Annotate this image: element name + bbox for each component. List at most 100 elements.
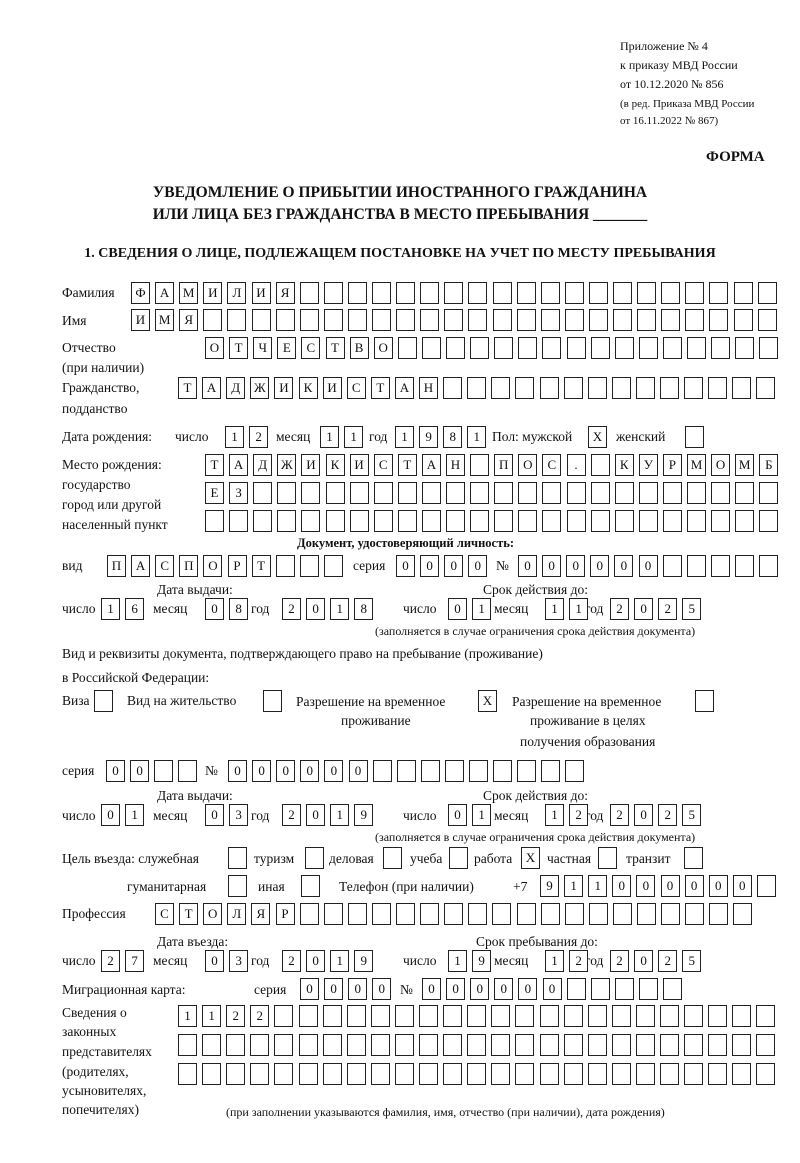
citizenship-char-box[interactable] — [756, 377, 776, 399]
reps-2-char-box[interactable] — [202, 1034, 222, 1056]
rd-issue-day-char-box[interactable]: 0 — [101, 804, 120, 826]
id-series-char-box[interactable]: 0 — [396, 555, 415, 577]
surname-char-box[interactable] — [564, 282, 584, 304]
reps-2-char-box[interactable] — [587, 1034, 607, 1056]
profession-char-box[interactable] — [685, 903, 705, 925]
birthplace-2-char-box[interactable] — [277, 482, 297, 504]
reps-3-char-box[interactable] — [732, 1063, 752, 1085]
reps-2-char-box[interactable] — [178, 1034, 197, 1056]
reps-3-char-box[interactable] — [708, 1063, 728, 1085]
birth-year-char-box[interactable]: 1 — [395, 426, 414, 448]
id-series-char-box[interactable]: 0 — [420, 555, 440, 577]
patronymic-char-box[interactable] — [566, 337, 586, 359]
birthplace-2-char-box[interactable] — [446, 482, 465, 504]
mc-number-char-box[interactable] — [614, 978, 634, 1000]
birthplace-1-char-box[interactable]: Т — [397, 454, 417, 476]
phone-char-box[interactable]: 0 — [732, 875, 752, 897]
reps-2-char-box[interactable] — [660, 1034, 679, 1056]
name-char-box[interactable] — [396, 309, 416, 331]
reps-3-char-box[interactable] — [515, 1063, 535, 1085]
surname-char-box[interactable] — [637, 282, 657, 304]
birthplace-1-char-box[interactable]: Н — [446, 454, 465, 476]
reps-3-char-box[interactable] — [563, 1063, 583, 1085]
birthplace-3-char-box[interactable] — [253, 510, 273, 532]
name-char-box[interactable] — [372, 309, 391, 331]
name-char-box[interactable] — [661, 309, 681, 331]
name-char-box[interactable] — [251, 309, 271, 331]
patronymic-char-box[interactable]: Т — [229, 337, 249, 359]
birthplace-1-char-box[interactable]: О — [518, 454, 538, 476]
temp-permit-checkbox[interactable]: X — [478, 690, 497, 712]
citizenship-char-box[interactable]: И — [274, 377, 294, 399]
birthplace-1-char-box[interactable]: Ж — [277, 454, 297, 476]
rd-valid-year-char-box[interactable]: 0 — [634, 804, 654, 826]
reps-3-char-box[interactable] — [684, 1063, 704, 1085]
birthplace-3-char-box[interactable] — [277, 510, 297, 532]
stay-year-char-box[interactable]: 2 — [658, 950, 678, 972]
name-char-box[interactable] — [709, 309, 729, 331]
reps-2-char-box[interactable] — [515, 1034, 535, 1056]
id-kind-char-box[interactable]: Т — [251, 555, 271, 577]
reps-1-char-box[interactable] — [635, 1005, 655, 1027]
birthplace-1-char-box[interactable]: А — [421, 454, 441, 476]
mc-series-char-box[interactable]: 0 — [324, 978, 344, 1000]
surname-char-box[interactable] — [685, 282, 705, 304]
reps-2-char-box[interactable] — [274, 1034, 294, 1056]
profession-char-box[interactable] — [709, 903, 729, 925]
birthplace-1-char-box[interactable]: У — [638, 454, 658, 476]
birthplace-1-char-box[interactable]: М — [735, 454, 755, 476]
id-number-char-box[interactable] — [662, 555, 682, 577]
birthplace-3-char-box[interactable] — [397, 510, 417, 532]
citizenship-char-box[interactable]: Т — [178, 377, 197, 399]
phone-char-box[interactable]: 1 — [588, 875, 608, 897]
surname-char-box[interactable]: Ф — [131, 282, 150, 304]
mc-number-char-box[interactable] — [590, 978, 610, 1000]
rd-number-char-box[interactable] — [565, 760, 585, 782]
name-char-box[interactable] — [299, 309, 319, 331]
reps-2-char-box[interactable] — [443, 1034, 463, 1056]
birthplace-2-char-box[interactable] — [494, 482, 514, 504]
patronymic-char-box[interactable] — [494, 337, 514, 359]
profession-char-box[interactable] — [516, 903, 536, 925]
profession-char-box[interactable] — [588, 903, 608, 925]
rd-number-char-box[interactable] — [372, 760, 392, 782]
rd-number-char-box[interactable]: 0 — [348, 760, 368, 782]
p-work-checkbox[interactable]: X — [521, 847, 540, 869]
birthplace-1-char-box[interactable]: Р — [662, 454, 682, 476]
citizenship-char-box[interactable]: Н — [419, 377, 438, 399]
mc-number-char-box[interactable]: 0 — [446, 978, 466, 1000]
birthplace-2-char-box[interactable] — [253, 482, 273, 504]
entry-year-char-box[interactable]: 0 — [306, 950, 326, 972]
patronymic-char-box[interactable] — [638, 337, 658, 359]
id-number-char-box[interactable]: 0 — [614, 555, 634, 577]
id-kind-char-box[interactable]: П — [107, 555, 126, 577]
surname-char-box[interactable] — [492, 282, 512, 304]
birthplace-2-char-box[interactable] — [735, 482, 755, 504]
phone-char-box[interactable]: 0 — [636, 875, 656, 897]
birthplace-2-char-box[interactable] — [542, 482, 562, 504]
rd-number-char-box[interactable] — [493, 760, 513, 782]
reps-3-char-box[interactable] — [394, 1063, 414, 1085]
id-issue-month-char-box[interactable]: 0 — [205, 598, 224, 620]
reps-1-char-box[interactable]: 1 — [202, 1005, 222, 1027]
surname-char-box[interactable] — [347, 282, 367, 304]
profession-char-box[interactable] — [468, 903, 488, 925]
surname-char-box[interactable]: Я — [275, 282, 295, 304]
profession-char-box[interactable]: Л — [227, 903, 247, 925]
profession-char-box[interactable] — [733, 903, 753, 925]
id-valid-day-char-box[interactable]: 1 — [472, 598, 492, 620]
citizenship-char-box[interactable]: А — [394, 377, 414, 399]
rd-valid-year-char-box[interactable]: 2 — [610, 804, 629, 826]
reps-1-char-box[interactable] — [394, 1005, 414, 1027]
reps-3-char-box[interactable] — [635, 1063, 655, 1085]
mc-number-char-box[interactable]: 0 — [518, 978, 538, 1000]
id-number-char-box[interactable]: 0 — [542, 555, 562, 577]
patronymic-char-box[interactable] — [759, 337, 779, 359]
reps-3-char-box[interactable] — [539, 1063, 559, 1085]
phone-char-box[interactable]: 9 — [540, 875, 559, 897]
reps-1-char-box[interactable] — [491, 1005, 511, 1027]
reps-1-char-box[interactable] — [708, 1005, 728, 1027]
name-char-box[interactable] — [757, 309, 777, 331]
surname-char-box[interactable] — [396, 282, 416, 304]
id-number-char-box[interactable]: 0 — [638, 555, 658, 577]
